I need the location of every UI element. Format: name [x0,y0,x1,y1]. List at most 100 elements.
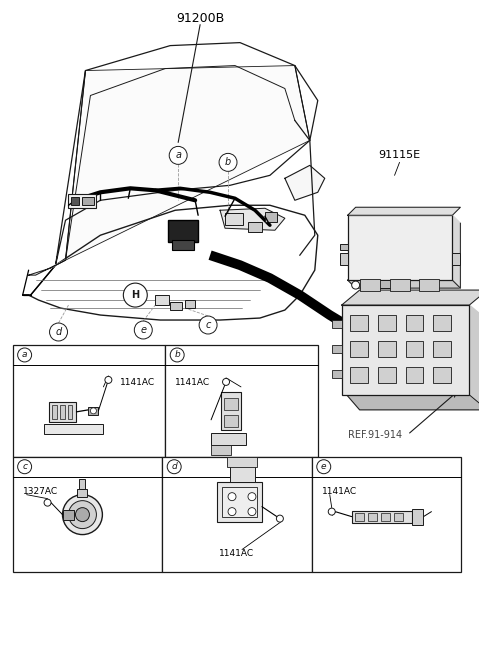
Bar [230,460,255,482]
Circle shape [18,348,32,362]
Bar [332,345,342,353]
Circle shape [44,499,51,506]
Text: c: c [205,320,211,330]
Bar [355,512,364,520]
Text: 1125GD: 1125GD [361,270,402,280]
Circle shape [62,494,102,535]
Bar [51,405,57,419]
Bar [420,279,439,291]
Bar [172,240,194,250]
Bar [411,508,423,524]
Bar [62,510,74,520]
Text: e: e [140,325,146,335]
Polygon shape [29,260,65,275]
Bar [352,510,411,522]
Text: e: e [321,462,326,471]
Bar [185,300,195,308]
Circle shape [69,500,96,529]
Circle shape [167,460,181,474]
Bar [248,222,262,232]
Circle shape [248,492,256,500]
Circle shape [75,508,89,522]
Circle shape [18,460,32,474]
Bar [332,320,342,328]
Circle shape [134,321,152,339]
Bar [224,398,238,410]
Bar [360,279,380,291]
Polygon shape [347,395,480,410]
Text: 1141AC: 1141AC [219,549,254,558]
Circle shape [199,316,217,334]
Bar [68,405,72,419]
Bar [406,341,423,357]
Bar [348,215,452,280]
Circle shape [328,508,335,515]
Bar [378,315,396,331]
Bar [340,244,348,250]
Bar [168,220,198,242]
Bar [69,194,96,208]
Polygon shape [469,305,480,410]
Bar [433,341,451,357]
Bar [227,457,257,467]
Bar [406,315,423,331]
Bar [77,488,87,496]
Circle shape [169,147,187,165]
Text: 1141AC: 1141AC [120,379,155,387]
Bar [170,302,182,310]
Bar [217,482,262,522]
Circle shape [105,377,112,383]
Bar [83,197,95,205]
Circle shape [170,348,184,362]
Text: d: d [171,462,177,471]
Circle shape [276,515,283,522]
Polygon shape [285,165,325,200]
Bar [433,367,451,383]
Text: a: a [22,351,27,359]
Circle shape [49,323,68,341]
Text: 1141AC: 1141AC [175,379,210,387]
Bar [225,213,243,225]
Bar [224,415,238,427]
Bar [452,253,460,265]
Bar [48,402,76,422]
Bar [88,407,98,415]
Bar [162,457,312,571]
Text: 1141AC: 1141AC [322,487,357,496]
Bar [80,479,85,488]
Bar [378,367,396,383]
Circle shape [123,283,147,307]
Bar [390,279,409,291]
Bar [60,405,64,419]
Bar [378,341,396,357]
Bar [433,315,451,331]
Bar [350,341,368,357]
Bar [211,445,231,455]
Circle shape [317,460,331,474]
Circle shape [248,508,256,516]
Bar [155,295,169,305]
Circle shape [223,379,229,385]
Text: d: d [55,327,61,337]
Text: H: H [131,290,139,300]
Polygon shape [65,66,310,260]
Bar [332,370,342,378]
Circle shape [228,508,236,516]
Bar [342,305,469,395]
Bar [381,512,390,520]
Circle shape [352,281,360,289]
Bar [406,367,423,383]
Bar [265,212,277,222]
Circle shape [228,492,236,500]
Polygon shape [220,208,285,230]
Text: c: c [22,462,27,471]
Polygon shape [342,290,480,305]
Bar [44,424,103,434]
Polygon shape [348,280,460,288]
Text: REF.91-914: REF.91-914 [348,429,402,440]
Bar [165,345,318,457]
Polygon shape [348,207,460,215]
Bar [350,367,368,383]
Bar [340,253,348,265]
Text: 91115E: 91115E [378,151,420,161]
